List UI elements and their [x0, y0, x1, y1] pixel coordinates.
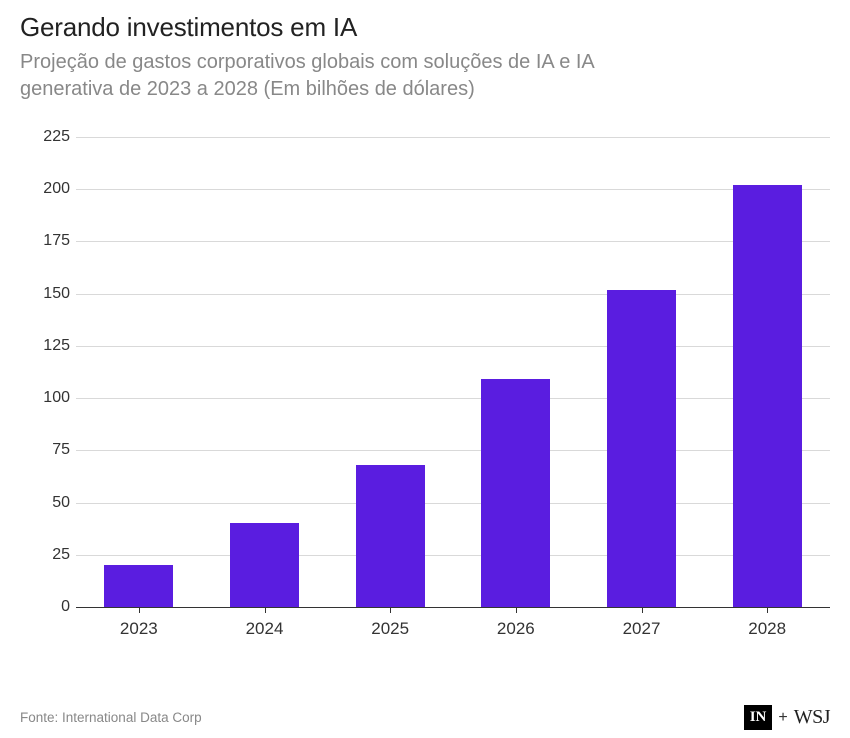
brand-wsj-logo: WSJ [794, 706, 830, 729]
brand-attribution: IN + WSJ [744, 705, 830, 730]
gridline [76, 398, 830, 399]
x-tick-label: 2028 [748, 619, 786, 639]
x-tick-label: 2027 [623, 619, 661, 639]
chart-footer: Fonte: International Data Corp IN + WSJ [20, 705, 830, 730]
y-tick-label: 0 [22, 598, 70, 616]
gridline [76, 189, 830, 190]
gridline [76, 346, 830, 347]
gridline [76, 137, 830, 138]
brand-plus-icon: + [778, 709, 787, 727]
chart-title: Gerando investimentos em IA [20, 12, 830, 43]
x-tick-label: 2023 [120, 619, 158, 639]
y-tick-label: 125 [22, 337, 70, 355]
y-tick-label: 150 [22, 285, 70, 303]
x-tick-label: 2024 [246, 619, 284, 639]
x-tick [516, 607, 517, 613]
x-tick-label: 2025 [371, 619, 409, 639]
gridline [76, 450, 830, 451]
x-tick [139, 607, 140, 613]
axis-baseline [76, 607, 830, 608]
chart-subtitle: Projeção de gastos corporativos globais … [20, 49, 640, 103]
x-tick [642, 607, 643, 613]
x-tick-label: 2026 [497, 619, 535, 639]
bar [607, 290, 676, 608]
bar [230, 523, 299, 607]
bar [481, 379, 550, 607]
y-tick-label: 225 [22, 128, 70, 146]
x-tick [390, 607, 391, 613]
chart-container: 0255075100125150175200225 20232024202520… [20, 137, 830, 657]
y-tick-label: 200 [22, 180, 70, 198]
gridline [76, 503, 830, 504]
source-attribution: Fonte: International Data Corp [20, 710, 202, 725]
gridline [76, 555, 830, 556]
y-tick-label: 50 [22, 494, 70, 512]
x-tick [767, 607, 768, 613]
bar [356, 465, 425, 607]
x-tick [265, 607, 266, 613]
gridline [76, 241, 830, 242]
gridline [76, 294, 830, 295]
y-tick-label: 175 [22, 232, 70, 250]
bar [733, 185, 802, 607]
y-tick-label: 25 [22, 546, 70, 564]
brand-in-logo: IN [744, 705, 773, 730]
plot-area [76, 137, 830, 607]
bar [104, 565, 173, 607]
y-tick-label: 100 [22, 389, 70, 407]
y-tick-label: 75 [22, 441, 70, 459]
